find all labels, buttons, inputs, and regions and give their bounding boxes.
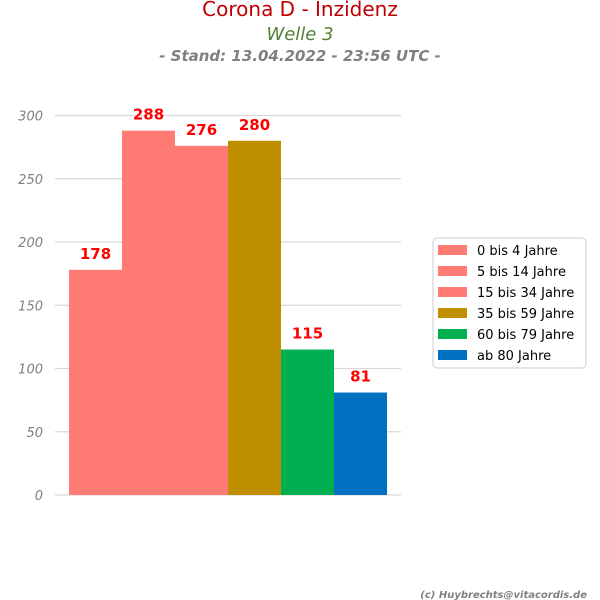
- y-tick-label: 250: [18, 173, 43, 188]
- data-labels: 178 288 276 280 115 81: [80, 106, 371, 386]
- y-axis: 0 50 100 150 200 250 300: [18, 110, 43, 505]
- legend-swatch: [438, 350, 467, 360]
- legend-label: 60 bis 79 Jahre: [477, 328, 574, 343]
- legend-swatch: [438, 287, 467, 297]
- y-tick-label: 100: [18, 363, 43, 378]
- legend-swatch: [438, 329, 467, 339]
- y-tick-label: 150: [18, 299, 43, 314]
- legend-label: 0 bis 4 Jahre: [477, 244, 558, 259]
- chart-timestamp: - Stand: 13.04.2022 - 23:56 UTC -: [159, 47, 441, 65]
- legend: 0 bis 4 Jahre 5 bis 14 Jahre 15 bis 34 Jah…: [432, 237, 587, 369]
- y-tick-label: 0: [35, 489, 43, 504]
- legend-box: [432, 237, 587, 369]
- bars: [69, 130, 387, 496]
- bar: [281, 349, 334, 495]
- legend-swatch: [438, 245, 467, 255]
- data-label: 288: [133, 106, 164, 124]
- bar: [334, 392, 387, 495]
- legend-swatch: [438, 266, 467, 276]
- legend-label: 35 bis 59 Jahre: [477, 307, 574, 322]
- legend-label: 5 bis 14 Jahre: [477, 265, 566, 280]
- data-label: 81: [350, 368, 371, 386]
- bar: [69, 269, 122, 495]
- chart-subtitle: Welle 3: [266, 24, 333, 45]
- bar: [175, 145, 228, 496]
- bar: [122, 130, 175, 495]
- data-label: 276: [186, 121, 217, 139]
- data-label: 280: [239, 116, 270, 134]
- legend-swatch: [438, 308, 467, 318]
- legend-label: 15 bis 34 Jahre: [477, 286, 574, 301]
- chart-title: Corona D - Inzidenz: [202, 0, 398, 21]
- bar: [228, 140, 281, 496]
- y-tick-label: 50: [26, 426, 43, 441]
- copyright-note: (c) Huybrechts@vitacordis.de: [420, 590, 587, 600]
- y-tick-label: 300: [18, 110, 43, 125]
- data-label: 115: [292, 325, 323, 343]
- legend-label: ab 80 Jahre: [477, 349, 551, 364]
- data-label: 178: [80, 245, 111, 263]
- y-tick-label: 200: [18, 236, 43, 251]
